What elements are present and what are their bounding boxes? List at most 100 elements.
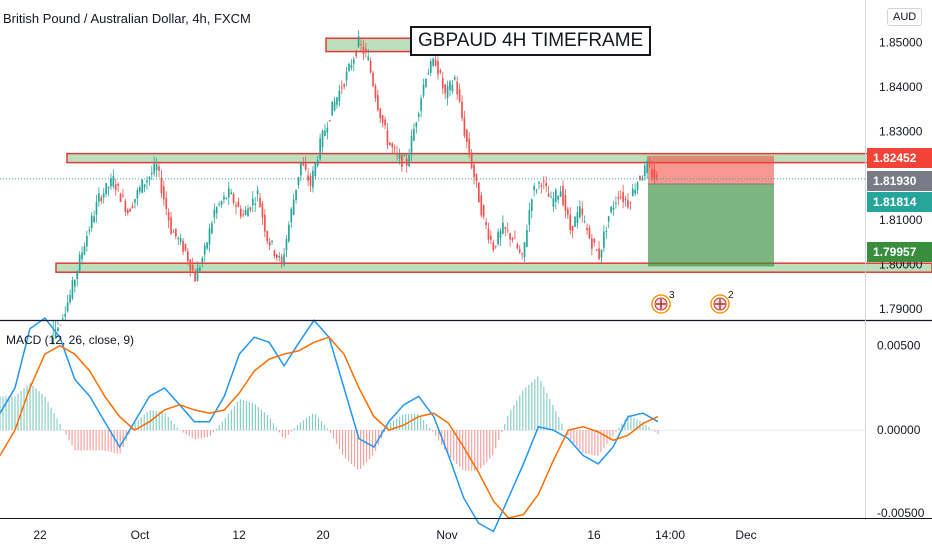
candle-body <box>461 101 463 119</box>
candle-body <box>112 176 115 187</box>
candle <box>263 209 266 238</box>
currency-badge[interactable]: AUD <box>887 8 923 26</box>
macd-axis[interactable]: 0.00500 0.00000 -0.00500 <box>877 339 925 520</box>
candle <box>239 204 242 220</box>
candle <box>364 43 367 58</box>
candle <box>550 191 552 198</box>
candle <box>487 222 490 244</box>
candle <box>384 116 386 130</box>
candle <box>213 203 216 224</box>
candle-body <box>184 244 187 251</box>
candle <box>249 206 252 213</box>
candle <box>458 83 461 103</box>
candle-body <box>343 84 346 87</box>
candle-body <box>141 179 144 193</box>
candle-body <box>598 248 600 260</box>
candle-body <box>199 267 201 271</box>
candle-body <box>545 182 548 187</box>
candle-body <box>276 254 278 258</box>
candle-body <box>516 244 519 249</box>
candle <box>473 161 475 185</box>
candle <box>509 232 511 247</box>
candle <box>177 236 180 246</box>
candle <box>331 101 333 116</box>
candle <box>646 156 649 180</box>
candle <box>538 181 540 190</box>
candle-body <box>533 185 535 191</box>
candle <box>211 220 213 235</box>
candle <box>610 205 612 215</box>
candle <box>295 189 297 204</box>
candle-body <box>420 98 422 111</box>
annotation-title[interactable]: GBPAUD 4H TIMEFRAME <box>410 26 652 56</box>
candle-body <box>143 184 146 188</box>
candle-body <box>251 198 254 206</box>
candle <box>615 196 617 209</box>
macd-tick-label: -0.00500 <box>877 506 925 520</box>
candle <box>429 58 432 77</box>
candle <box>446 80 449 106</box>
candle-body <box>292 199 295 215</box>
candle <box>83 242 86 256</box>
candle-body <box>593 238 596 243</box>
candle <box>304 156 307 172</box>
candle <box>155 157 158 178</box>
candle <box>86 230 88 252</box>
candle-body <box>458 89 461 102</box>
candle-body <box>102 193 105 198</box>
candle-body <box>64 313 67 317</box>
candle-body <box>518 249 521 253</box>
candle-body <box>54 332 57 339</box>
candle <box>624 195 627 207</box>
candle-body <box>470 152 473 168</box>
candle <box>81 246 83 265</box>
candle <box>564 189 567 219</box>
candle-body <box>57 327 59 332</box>
candle-body <box>386 130 389 146</box>
candle-body <box>107 186 110 189</box>
candle <box>225 197 228 200</box>
candle <box>71 276 74 301</box>
candle-body <box>160 177 163 194</box>
candle-body <box>201 257 204 263</box>
candle-body <box>427 73 430 75</box>
candle-body <box>336 97 338 105</box>
candle-body <box>389 142 391 145</box>
macd-tick-label: 0.00500 <box>877 339 921 353</box>
candle <box>485 217 487 230</box>
candle <box>367 48 370 61</box>
candle-body <box>357 36 360 47</box>
candle-body <box>263 214 266 232</box>
candle <box>307 168 309 187</box>
candle <box>124 198 127 216</box>
candle-body <box>338 90 341 102</box>
candle <box>345 66 348 87</box>
candle <box>465 128 468 149</box>
candle-body <box>372 72 374 86</box>
signal-line <box>0 336 659 519</box>
candle-body <box>468 138 471 155</box>
candle <box>574 215 576 227</box>
candle-body <box>273 250 276 256</box>
candle-body <box>494 245 497 248</box>
candle <box>535 188 538 194</box>
candle <box>494 245 497 249</box>
candle-body <box>446 85 449 98</box>
candle <box>631 183 634 197</box>
candle <box>54 320 57 339</box>
time-axis[interactable]: 22 Oct 12 20 Nov 16 14:00 Dec <box>33 528 756 542</box>
candle <box>441 71 444 95</box>
candle <box>377 89 379 112</box>
candle <box>478 181 480 203</box>
candle <box>497 228 499 246</box>
candle <box>288 221 290 244</box>
candle <box>172 229 175 233</box>
candle-body <box>576 212 579 224</box>
candle <box>273 249 276 259</box>
candle-body <box>564 194 567 211</box>
candle-body <box>487 228 490 240</box>
candle <box>588 224 591 240</box>
candle-body <box>504 227 507 229</box>
